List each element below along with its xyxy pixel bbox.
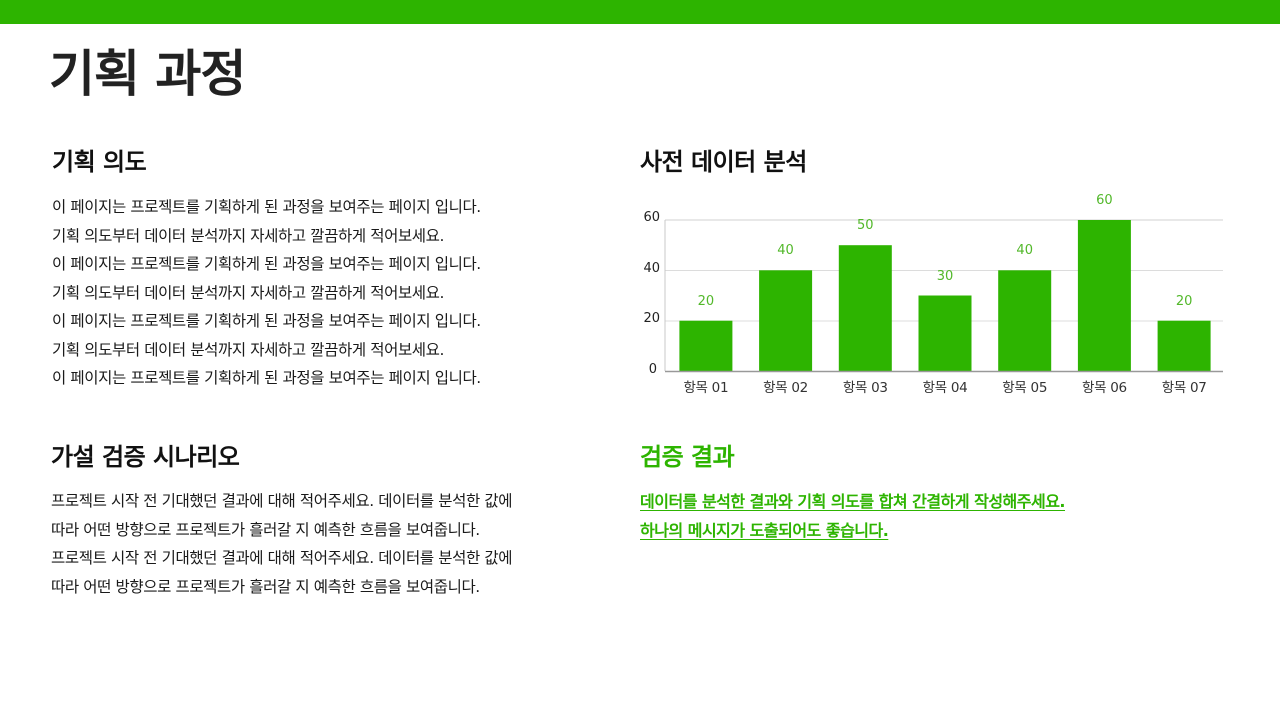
- y-tick-label: 40: [643, 261, 660, 276]
- bar-value-label: 30: [936, 268, 954, 284]
- bars-group: [679, 220, 1211, 371]
- hypothesis-line: 따라 어떤 방향으로 프로젝트가 흘러갈 지 예측한 흐름을 보여줍니다.: [51, 577, 480, 596]
- intent-section-title: 기획 의도: [52, 148, 147, 176]
- bar: [1157, 320, 1211, 371]
- intent-line: 이 페이지는 프로젝트를 기획하게 된 과정을 보여주는 페이지 입니다.: [52, 198, 481, 216]
- result-body: 데이터를 분석한 결과와 기획 의도를 합쳐 간결하게 작성해주세요. 하나의 …: [640, 487, 1066, 545]
- result-line: 하나의 메시지가 도출되어도 좋습니다.: [640, 521, 889, 540]
- intent-line: 기획 의도부터 데이터 분석까지 자세하고 깔끔하게 적어보세요.: [52, 283, 445, 302]
- bar-value-label: 40: [1016, 243, 1033, 259]
- hypothesis-body: 프로젝트 시작 전 기대했던 결과에 대해 적어주세요. 데이터를 분석한 값에…: [51, 487, 512, 601]
- top-accent-bar: [0, 0, 1280, 24]
- intent-line: 이 페이지는 프로젝트를 기획하게 된 과정을 보여주는 페이지 입니다.: [52, 255, 481, 273]
- intent-line: 기획 의도부터 데이터 분석까지 자세하고 깔끔하게 적어보세요.: [52, 226, 445, 245]
- analysis-section-title: 사전 데이터 분석: [640, 148, 807, 176]
- intent-line: 이 페이지는 프로젝트를 기획하게 된 과정을 보여주는 페이지 입니다.: [52, 369, 481, 387]
- y-tick-label: 60: [643, 210, 660, 225]
- intent-line: 이 페이지는 프로젝트를 기획하게 된 과정을 보여주는 페이지 입니다.: [52, 312, 481, 330]
- hypothesis-line: 프로젝트 시작 전 기대했던 결과에 대해 적어주세요. 데이터를 분석한 값에: [51, 549, 513, 567]
- bar: [838, 245, 892, 371]
- chart-plot-area: [664, 219, 1223, 373]
- x-tick-label: 항목 04: [922, 380, 968, 396]
- x-tick-label: 항목 01: [683, 380, 729, 396]
- result-section-title: 검증 결과: [640, 443, 735, 471]
- bar-value-label: 50: [857, 218, 874, 234]
- bar-value-label: 40: [777, 243, 794, 259]
- bar-value-label: 20: [697, 293, 715, 309]
- page-title: 기획 과정: [49, 45, 246, 103]
- x-tick-label: 항목 06: [1082, 380, 1127, 396]
- x-tick-label: 항목 02: [763, 380, 808, 396]
- bar: [679, 320, 733, 371]
- x-tick-label: 항목 05: [1002, 380, 1048, 396]
- hypothesis-section-title: 가설 검증 시나리오: [51, 443, 240, 471]
- intent-line: 기획 의도부터 데이터 분석까지 자세하고 깔끔하게 적어보세요.: [52, 340, 445, 359]
- bar: [918, 295, 972, 371]
- result-line: 데이터를 분석한 결과와 기획 의도를 합쳐 간결하게 작성해주세요.: [640, 492, 1066, 511]
- bar: [998, 270, 1052, 371]
- hypothesis-line: 따라 어떤 방향으로 프로젝트가 흘러갈 지 예측한 흐름을 보여줍니다.: [51, 520, 480, 539]
- bar-value-label: 60: [1096, 193, 1113, 208]
- bar: [759, 270, 813, 371]
- bar-chart: 60 40 20 0 항목 01 항목 02 항목 03 항목 04 항목 05 항목 0…: [640, 190, 1240, 405]
- hypothesis-line: 프로젝트 시작 전 기대했던 결과에 대해 적어주세요. 데이터를 분석한 값에: [51, 492, 513, 510]
- y-tick-label: 0: [648, 362, 657, 377]
- x-tick-label: 항목 03: [842, 380, 888, 396]
- x-tick-label: 항목 07: [1161, 380, 1207, 396]
- bar: [1077, 220, 1131, 371]
- bar-value-label: 20: [1175, 293, 1193, 309]
- y-tick-label: 20: [643, 311, 660, 326]
- intent-body: 이 페이지는 프로젝트를 기획하게 된 과정을 보여주는 페이지 입니다. 기획…: [52, 193, 481, 393]
